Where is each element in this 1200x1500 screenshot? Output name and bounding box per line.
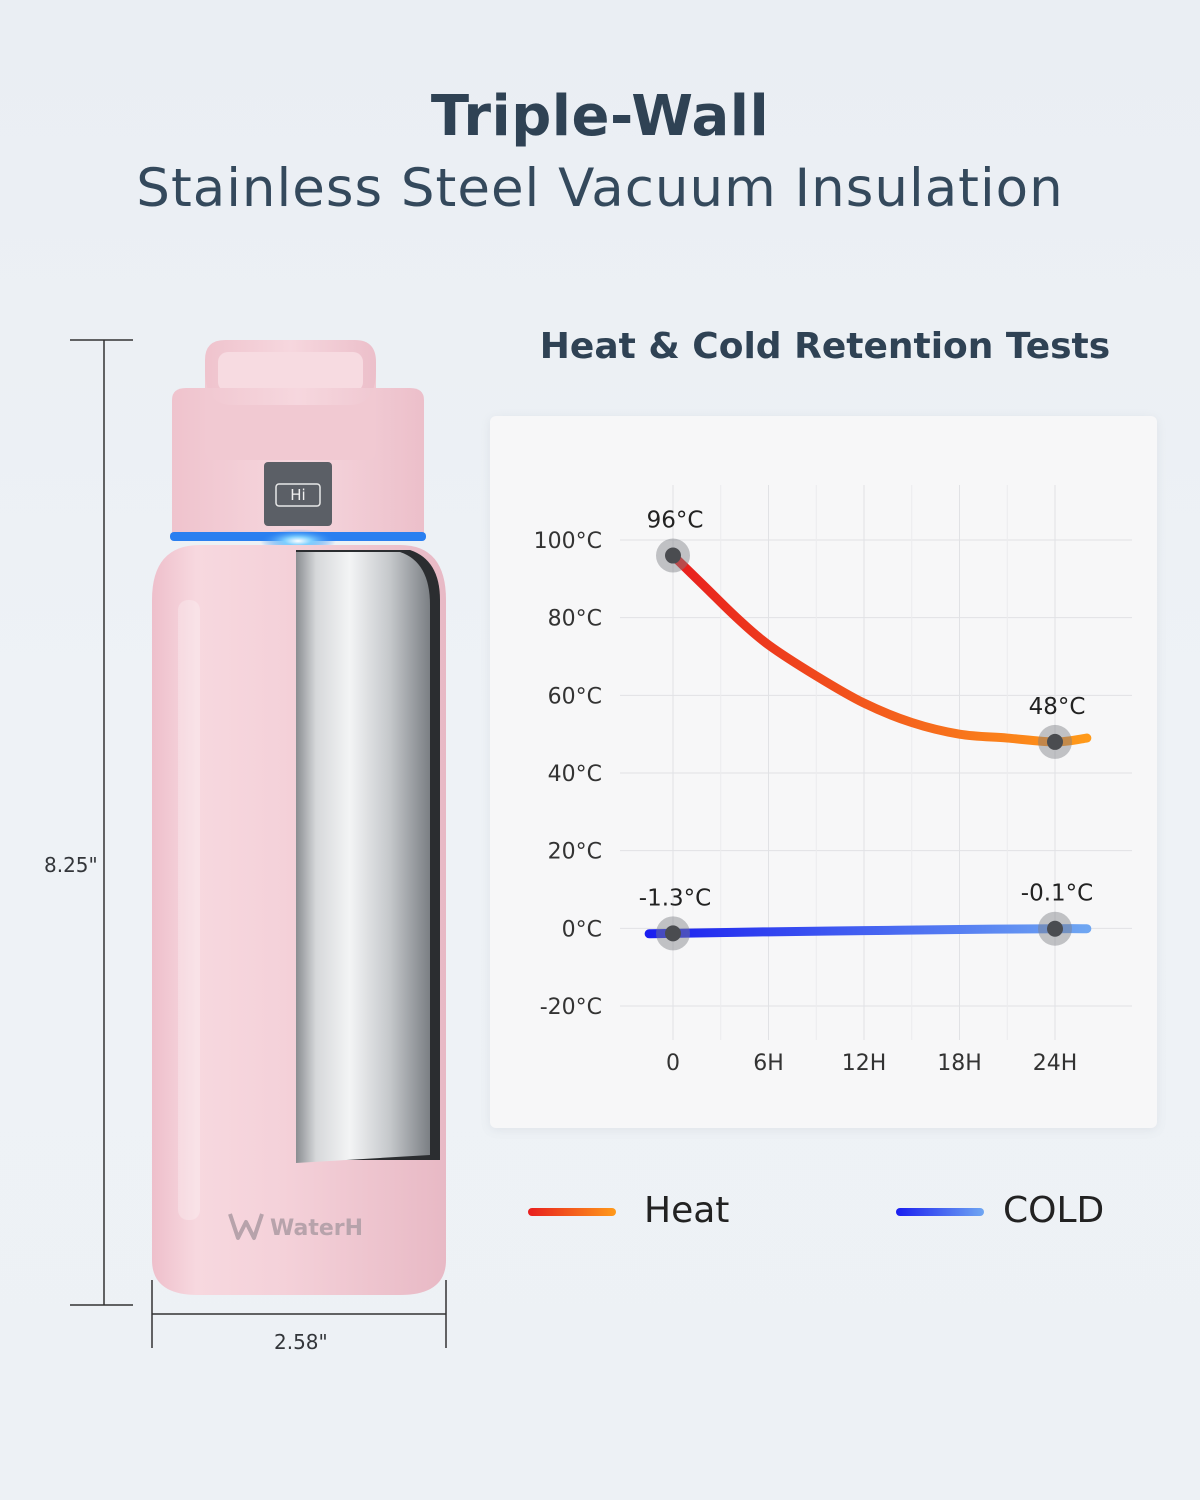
brand-name: WaterH — [270, 1216, 363, 1241]
data-point — [1047, 920, 1063, 937]
series-line-cold — [644, 924, 1092, 939]
y-tick-label: 0°C — [562, 917, 602, 942]
legend-heat-label: Heat — [644, 1190, 730, 1231]
lid-handle-front — [205, 370, 376, 460]
page-subtitle: Stainless Steel Vacuum Insulation — [136, 158, 1064, 219]
chart-card — [490, 416, 1157, 1128]
x-axis-ticks: 0 6H 12H 18H 24H — [666, 1051, 1077, 1076]
data-label: -0.1°C — [1021, 881, 1093, 907]
x-tick-label: 0 — [666, 1051, 680, 1076]
chart-title: Heat & Cold Retention Tests — [539, 326, 1111, 367]
width-label: 2.58" — [274, 1330, 328, 1354]
y-tick-label: -20°C — [540, 995, 602, 1020]
brand-logo: WaterH — [228, 1213, 363, 1241]
series-line-heat — [668, 551, 1092, 747]
chart-plot-area: 100°C 80°C 60°C 40°C 20°C 0°C -20°C 0 6H 12H 18H 2… — [534, 485, 1132, 1076]
chart-series — [644, 551, 1092, 939]
hi-button-screen — [275, 483, 321, 507]
data-point — [665, 547, 681, 564]
data-point — [665, 925, 681, 942]
legend-heat: Heat — [528, 1190, 768, 1234]
y-tick-label: 20°C — [548, 840, 602, 865]
legend-cold-label: COLD — [1003, 1190, 1105, 1231]
chart-points: 96°C 48°C -1.3°C -0.1°C — [639, 508, 1093, 951]
steel-inner-wall — [296, 552, 430, 1163]
legend-heat-swatch — [528, 1208, 616, 1216]
legend-cold: COLD — [896, 1190, 1136, 1234]
page-title: Triple-Wall — [430, 84, 770, 149]
chart-grid — [620, 485, 1132, 1040]
data-label: 96°C — [647, 508, 704, 534]
height-label: 8.25" — [44, 853, 98, 877]
x-tick-label: 24H — [1033, 1051, 1078, 1076]
y-axis-ticks: 100°C 80°C 60°C 40°C 20°C 0°C -20°C — [534, 529, 602, 1020]
x-tick-label: 6H — [753, 1051, 784, 1076]
bottle-illustration: Hi WaterH — [70, 339, 447, 1348]
hi-button-label: Hi — [290, 486, 305, 504]
y-tick-label: 60°C — [548, 684, 602, 709]
y-tick-label: 80°C — [548, 607, 602, 632]
data-point — [1047, 733, 1063, 750]
y-tick-label: 100°C — [534, 529, 602, 554]
lid-handle-inner — [218, 352, 363, 392]
y-tick-label: 40°C — [548, 762, 602, 787]
x-tick-label: 18H — [937, 1051, 982, 1076]
x-tick-label: 12H — [842, 1051, 887, 1076]
data-label: 48°C — [1029, 694, 1086, 720]
hi-button — [264, 462, 332, 526]
brand-logo-mark — [228, 1213, 264, 1240]
body-highlight — [178, 600, 200, 1220]
legend-cold-swatch — [896, 1208, 984, 1216]
data-label: -1.3°C — [639, 885, 711, 911]
